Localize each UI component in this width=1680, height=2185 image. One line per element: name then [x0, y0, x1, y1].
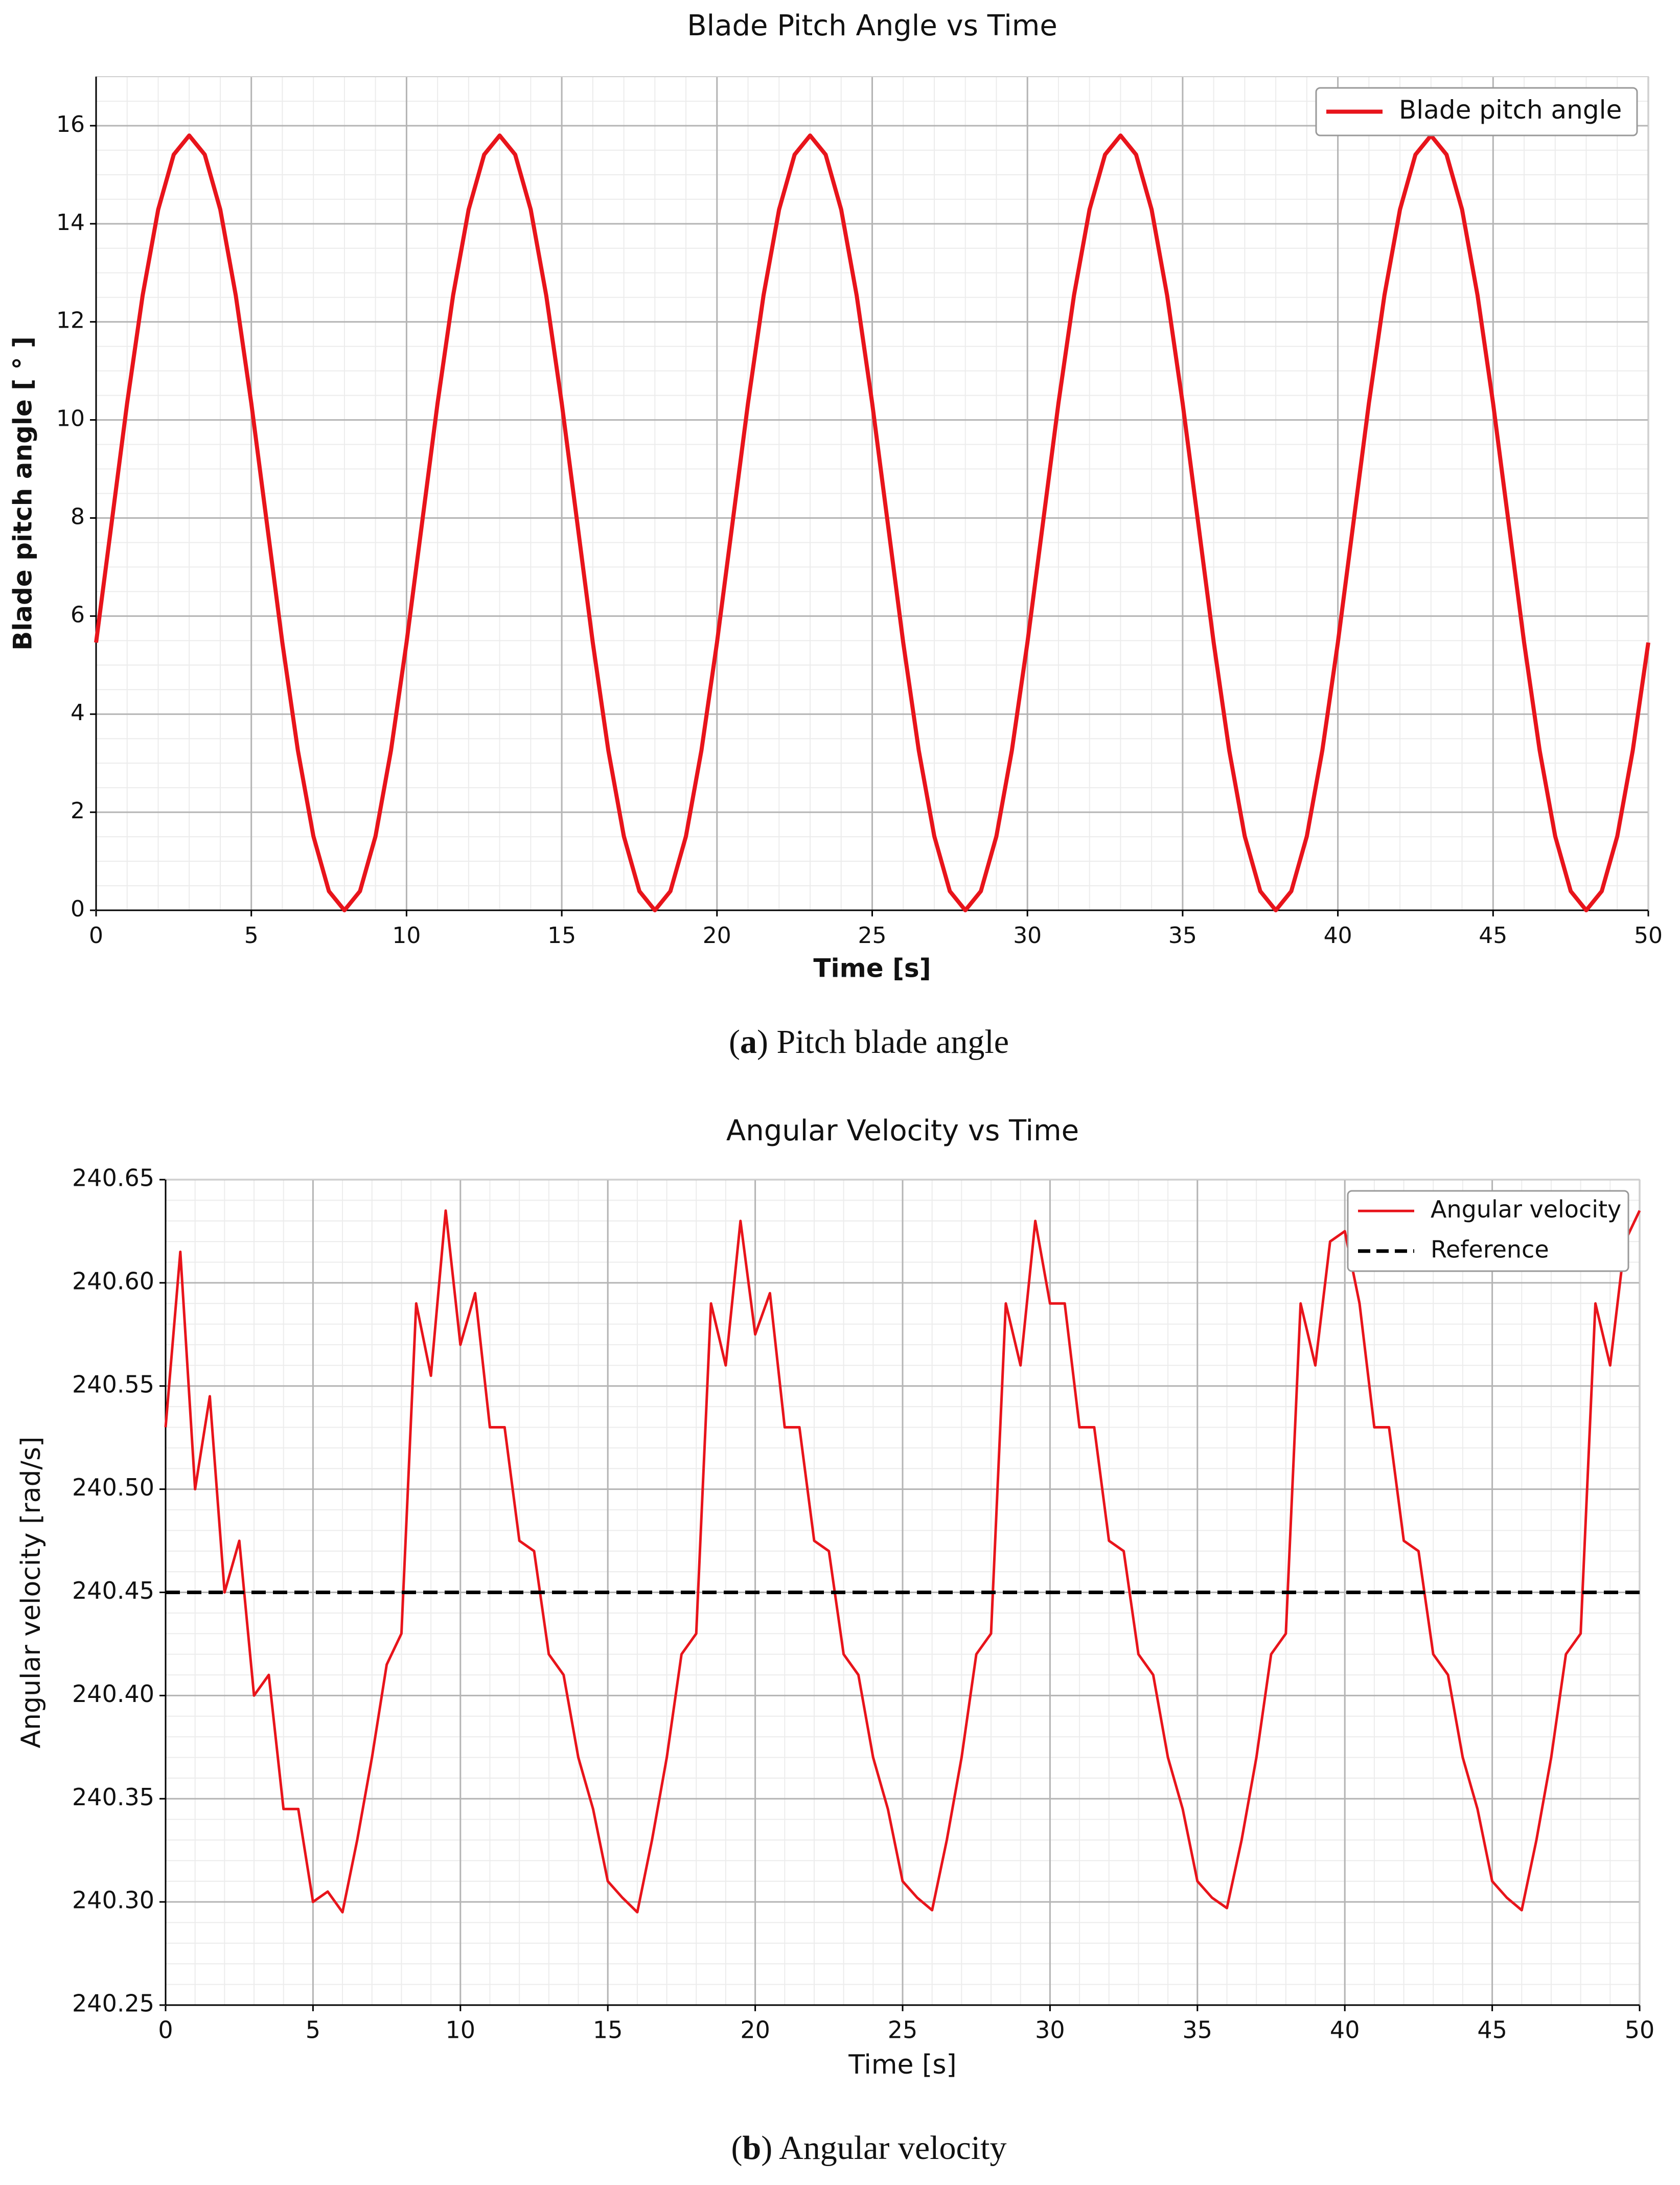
- y-tick-label: 16: [56, 111, 85, 137]
- y-tick-label: 240.25: [72, 1990, 154, 2017]
- x-tick-label: 30: [1035, 2016, 1065, 2044]
- caption: (a) Pitch blade angle: [729, 1023, 1009, 1061]
- x-tick-label: 20: [740, 2016, 770, 2044]
- x-tick-label: 20: [703, 923, 731, 949]
- x-tick-label: 5: [306, 2016, 320, 2044]
- legend-label: Angular velocity: [1431, 1195, 1621, 1223]
- x-axis-label: Time [s]: [813, 954, 931, 983]
- x-tick-label: 30: [1013, 923, 1042, 949]
- x-tick-label: 10: [392, 923, 421, 949]
- y-tick-label: 240.35: [72, 1783, 154, 1811]
- y-tick-label: 240.50: [72, 1474, 154, 1501]
- y-tick-label: 12: [56, 308, 85, 334]
- x-tick-label: 45: [1477, 2016, 1507, 2044]
- chart-title: Blade Pitch Angle vs Time: [687, 9, 1057, 42]
- x-tick-label: 40: [1324, 923, 1352, 949]
- legend-label: Blade pitch angle: [1399, 95, 1622, 125]
- y-tick-label: 8: [71, 503, 85, 530]
- x-tick-label: 15: [593, 2016, 623, 2044]
- y-tick-label: 240.55: [72, 1370, 154, 1398]
- x-tick-label: 40: [1330, 2016, 1360, 2044]
- y-tick-label: 6: [71, 602, 85, 628]
- y-tick-label: 240.60: [72, 1267, 154, 1295]
- x-tick-label: 0: [89, 923, 103, 949]
- chart-title: Angular Velocity vs Time: [726, 1114, 1079, 1147]
- data-line: [164, 1209, 1641, 1914]
- y-tick-label: 2: [71, 798, 85, 824]
- x-tick-label: 10: [446, 2016, 476, 2044]
- y-axis-label: Blade pitch angle [ ° ]: [8, 336, 38, 651]
- caption-part: (: [729, 1023, 740, 1061]
- x-tick-label: 25: [858, 923, 887, 949]
- x-tick-label: 25: [888, 2016, 918, 2044]
- caption-part: a: [740, 1023, 757, 1061]
- caption-part: (: [731, 2129, 743, 2167]
- caption-part: ) Angular velocity: [761, 2129, 1006, 2167]
- y-tick-label: 4: [71, 700, 85, 726]
- caption: (b) Angular velocity: [731, 2129, 1007, 2167]
- x-tick-label: 50: [1634, 923, 1663, 949]
- x-tick-label: 50: [1625, 2016, 1655, 2044]
- y-tick-label: 10: [56, 406, 85, 432]
- y-axis-label: Angular velocity [rad/s]: [16, 1437, 47, 1749]
- y-tick-label: 240.40: [72, 1680, 154, 1708]
- y-tick-label: 240.45: [72, 1577, 154, 1604]
- x-tick-label: 15: [547, 923, 576, 949]
- data-line: [94, 133, 1650, 912]
- x-tick-label: 35: [1168, 923, 1197, 949]
- legend-box: [1315, 87, 1638, 136]
- legend-box: [1347, 1190, 1629, 1272]
- x-tick-label: 35: [1183, 2016, 1213, 2044]
- y-tick-label: 240.30: [72, 1887, 154, 1914]
- y-tick-label: 240.65: [72, 1164, 154, 1192]
- y-tick-label: 0: [71, 896, 85, 922]
- legend-label: Reference: [1431, 1235, 1549, 1263]
- x-axis-label: Time [s]: [848, 2050, 956, 2080]
- x-tick-label: 5: [244, 923, 259, 949]
- caption-part: ) Pitch blade angle: [757, 1023, 1009, 1061]
- y-tick-label: 14: [56, 210, 85, 236]
- caption-part: b: [743, 2129, 762, 2167]
- x-tick-label: 0: [158, 2016, 173, 2044]
- x-tick-label: 45: [1479, 923, 1507, 949]
